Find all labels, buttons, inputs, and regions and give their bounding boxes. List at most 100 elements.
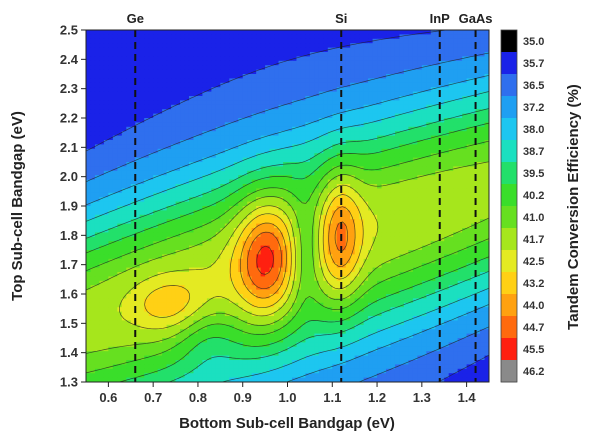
heatmap-cell — [475, 140, 481, 145]
heatmap-cell — [394, 109, 401, 115]
heatmap-cell — [202, 74, 208, 79]
heatmap-cell — [220, 192, 226, 198]
heatmap-cell — [94, 60, 101, 66]
heatmap-cell — [202, 250, 208, 255]
heatmap-cell — [166, 118, 172, 123]
heatmap-cell — [126, 126, 132, 132]
heatmap-cell — [188, 69, 195, 75]
heatmap-cell — [99, 258, 105, 264]
heatmap-cell — [193, 241, 199, 247]
heatmap-cell — [251, 192, 257, 198]
heatmap-cell — [175, 52, 181, 57]
heatmap-cell — [341, 38, 347, 44]
heatmap-cell — [126, 140, 132, 145]
heatmap-cell — [381, 126, 387, 132]
heatmap-cell — [394, 219, 401, 225]
heatmap-cell — [121, 219, 127, 225]
heatmap-cell — [453, 263, 459, 269]
heatmap-cell — [220, 267, 226, 273]
heatmap-cell — [484, 91, 489, 97]
heatmap-cell — [439, 96, 445, 101]
heatmap-cell — [117, 184, 123, 189]
heatmap-cell — [121, 245, 127, 251]
heatmap-cell — [153, 69, 159, 75]
heatmap-cell — [430, 175, 436, 181]
heatmap-cell — [421, 219, 427, 225]
heatmap-cell — [269, 126, 275, 132]
heatmap-cell — [426, 236, 432, 242]
heatmap-cell — [390, 38, 396, 44]
heatmap-cell — [90, 96, 96, 101]
heatmap-cell — [318, 214, 324, 220]
heatmap-cell — [386, 144, 392, 150]
heatmap-cell — [403, 157, 409, 163]
heatmap-cell — [220, 245, 226, 251]
heatmap-cell — [336, 113, 342, 119]
heatmap-cell — [197, 258, 204, 264]
heatmap-cell — [475, 30, 481, 35]
heatmap-cell — [224, 140, 230, 145]
heatmap-cell — [300, 214, 307, 220]
heatmap-cell — [206, 263, 212, 269]
heatmap-cell — [359, 148, 365, 154]
heatmap-cell — [269, 179, 275, 185]
heatmap-cell — [148, 69, 154, 75]
heatmap-cell — [439, 74, 445, 79]
heatmap-cell — [206, 131, 212, 137]
heatmap-cell — [399, 91, 405, 97]
heatmap-cell — [332, 126, 338, 132]
heatmap-cell — [206, 43, 212, 49]
heatmap-cell — [412, 157, 418, 163]
heatmap-cell — [135, 197, 141, 203]
heatmap-cell — [265, 47, 271, 53]
heatmap-cell — [278, 254, 284, 260]
heatmap-cell — [421, 34, 427, 40]
heatmap-cell — [372, 170, 378, 176]
heatmap-cell — [202, 144, 208, 150]
heatmap-cell — [153, 272, 159, 277]
heatmap-cell — [144, 118, 150, 123]
heatmap-cell — [408, 170, 414, 176]
heatmap-cell — [220, 175, 226, 181]
heatmap-cell — [394, 82, 401, 88]
heatmap-cell — [336, 245, 342, 251]
heatmap-cell — [99, 56, 105, 62]
heatmap-cell — [287, 228, 293, 233]
heatmap-cell — [372, 65, 378, 71]
heatmap-cell — [233, 219, 239, 225]
heatmap-cell — [435, 250, 441, 255]
heatmap-cell — [403, 162, 409, 167]
heatmap-cell — [457, 60, 463, 66]
heatmap-cell — [300, 74, 307, 79]
heatmap-cell — [462, 175, 468, 181]
heatmap-cell — [403, 47, 409, 53]
heatmap-cell — [166, 34, 172, 40]
heatmap-cell — [238, 43, 244, 49]
heatmap-cell — [368, 245, 374, 251]
heatmap-cell — [462, 47, 468, 53]
heatmap-cell — [323, 82, 329, 88]
heatmap-cell — [314, 223, 320, 229]
heatmap-cell — [323, 126, 329, 132]
heatmap-cell — [408, 188, 414, 194]
heatmap-cell — [184, 74, 190, 79]
heatmap-cell — [430, 43, 436, 49]
heatmap-cell — [390, 219, 396, 225]
heatmap-cell — [300, 65, 307, 71]
heatmap-cell — [274, 267, 280, 273]
heatmap-cell — [296, 78, 302, 84]
heatmap-cell — [318, 113, 324, 119]
heatmap-cell — [305, 245, 311, 251]
heatmap-cell — [403, 250, 409, 255]
heatmap-cell — [112, 135, 118, 141]
heatmap-cell — [283, 82, 289, 88]
heatmap-cell — [162, 148, 168, 154]
heatmap-cell — [242, 122, 248, 128]
heatmap-cell — [166, 60, 172, 66]
heatmap-cell — [274, 126, 280, 132]
heatmap-cell — [238, 140, 244, 145]
heatmap-cell — [153, 184, 159, 189]
heatmap-cell — [126, 162, 132, 167]
heatmap-cell — [291, 175, 298, 181]
heatmap-cell — [471, 245, 477, 251]
